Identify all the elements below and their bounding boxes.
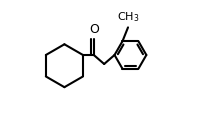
Text: CH$_3$: CH$_3$ [118,10,140,24]
Text: O: O [89,23,99,36]
